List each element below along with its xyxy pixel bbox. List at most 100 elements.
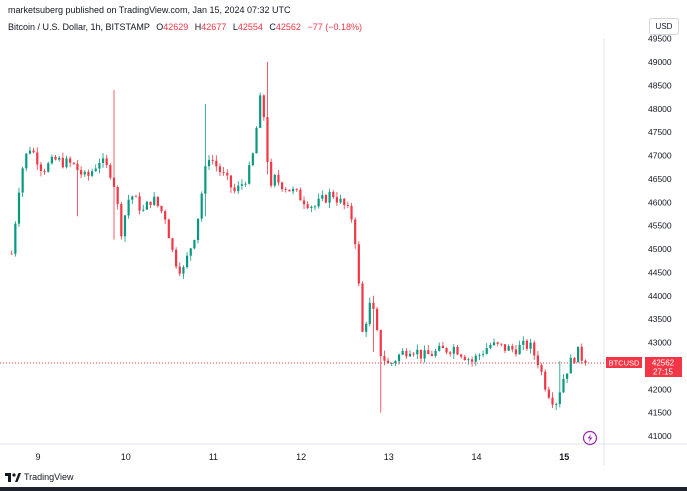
- price-axis[interactable]: 4100041500420004250043000435004400044500…: [648, 34, 672, 441]
- symbol-title[interactable]: Bitcoin / U.S. Dollar, 1h, BITSTAMP: [8, 22, 150, 32]
- open-value: 42629: [163, 22, 189, 32]
- time-axis[interactable]: 9 10 11 12 13 14 15: [35, 452, 569, 462]
- price-tick-label: 47500: [648, 127, 672, 137]
- close-value: 42562: [275, 22, 301, 32]
- candle-body: [98, 162, 101, 169]
- candle-body: [569, 357, 572, 374]
- candle-body: [558, 392, 561, 405]
- candle-body: [445, 348, 448, 353]
- candle-body: [105, 158, 108, 165]
- candle-body: [101, 158, 105, 163]
- candle-body: [492, 342, 496, 346]
- candle-body: [383, 356, 386, 361]
- candle-body: [207, 160, 211, 167]
- candle-body: [584, 360, 587, 363]
- candle-body: [386, 360, 390, 364]
- candle-body: [153, 196, 156, 205]
- candle-body: [317, 198, 320, 207]
- candle-body: [156, 196, 159, 206]
- candle-body: [390, 363, 393, 365]
- price-tick-label: 46000: [648, 197, 672, 207]
- candle-body: [288, 189, 291, 192]
- publisher-line: marketsuberg published on TradingView.co…: [8, 5, 291, 15]
- candle-body: [284, 189, 287, 190]
- candle-body: [215, 160, 218, 167]
- candle-body: [123, 215, 127, 237]
- candle-body: [438, 345, 441, 351]
- candle-body: [397, 354, 401, 362]
- candle-body: [335, 197, 339, 203]
- candle-body: [222, 172, 225, 173]
- candle-body: [138, 196, 141, 211]
- candle-body: [408, 353, 412, 357]
- symbol-legend: Bitcoin / U.S. Dollar, 1h, BITSTAMP O426…: [8, 22, 362, 32]
- candle-body: [218, 166, 222, 173]
- tradingview-logo-icon: [5, 473, 21, 482]
- candle-body: [43, 171, 46, 172]
- bottom-bar: [0, 487, 687, 491]
- high-value: 42677: [201, 22, 227, 32]
- candle-body: [430, 354, 434, 356]
- candle-body: [533, 342, 536, 356]
- candle-body: [116, 187, 119, 205]
- candle-body: [134, 196, 138, 198]
- candle-body: [160, 205, 163, 212]
- candle-body: [503, 344, 507, 351]
- candle-body: [69, 158, 72, 163]
- price-tick-label: 46500: [648, 174, 672, 184]
- price-tick-label: 43500: [648, 314, 672, 324]
- candle-body: [54, 156, 57, 160]
- lightning-icon[interactable]: [582, 430, 598, 446]
- candle-body: [226, 172, 229, 176]
- candle-body: [555, 404, 558, 405]
- candle-body: [401, 350, 404, 355]
- candle-body: [536, 355, 539, 366]
- candle-body: [255, 127, 258, 154]
- candle-body: [551, 397, 554, 405]
- candle-body: [65, 158, 68, 168]
- open-label: O: [156, 22, 164, 32]
- candle-body: [310, 206, 313, 208]
- candle-body: [302, 200, 306, 205]
- price-tick-label: 49000: [648, 57, 672, 67]
- currency-button[interactable]: USD: [649, 18, 679, 35]
- price-tag: BTCUSD 42562 27:15: [606, 357, 682, 377]
- candle-body: [332, 191, 335, 198]
- candle-body: [489, 345, 492, 349]
- candle-body: [270, 161, 273, 186]
- candle-body: [449, 352, 452, 354]
- candle-body: [467, 359, 470, 361]
- candle-body: [273, 174, 276, 186]
- candle-body: [178, 266, 181, 274]
- candle-body: [131, 196, 134, 200]
- candle-body: [145, 201, 148, 210]
- low-label: L: [232, 22, 238, 32]
- candle-body: [277, 174, 280, 183]
- candle-body: [36, 152, 39, 165]
- candle-body: [405, 350, 408, 357]
- candle-body: [72, 162, 75, 164]
- candle-body: [32, 150, 35, 153]
- time-tick-label: 14: [471, 452, 481, 462]
- candle-body: [233, 187, 236, 192]
- candle-body: [368, 302, 371, 324]
- price-tick-label: 44500: [648, 267, 672, 277]
- time-tick-label: 15: [559, 452, 569, 462]
- candle-body: [522, 340, 525, 345]
- low-value: 42554: [237, 22, 263, 32]
- candle-body: [511, 346, 514, 350]
- candle-body: [90, 171, 94, 176]
- candle-body: [566, 373, 569, 379]
- candle-body: [189, 248, 192, 256]
- candle-body: [474, 355, 477, 362]
- price-tick-label: 48500: [648, 80, 672, 90]
- candle-body: [321, 195, 324, 199]
- candle-body: [299, 189, 302, 201]
- tradingview-brand[interactable]: TradingView: [5, 471, 74, 483]
- candle-body: [240, 184, 244, 186]
- price-tag-value: 42562: [652, 359, 675, 368]
- price-tick-label: 48000: [648, 104, 672, 114]
- candle-body: [540, 365, 543, 372]
- candle-body: [94, 168, 97, 172]
